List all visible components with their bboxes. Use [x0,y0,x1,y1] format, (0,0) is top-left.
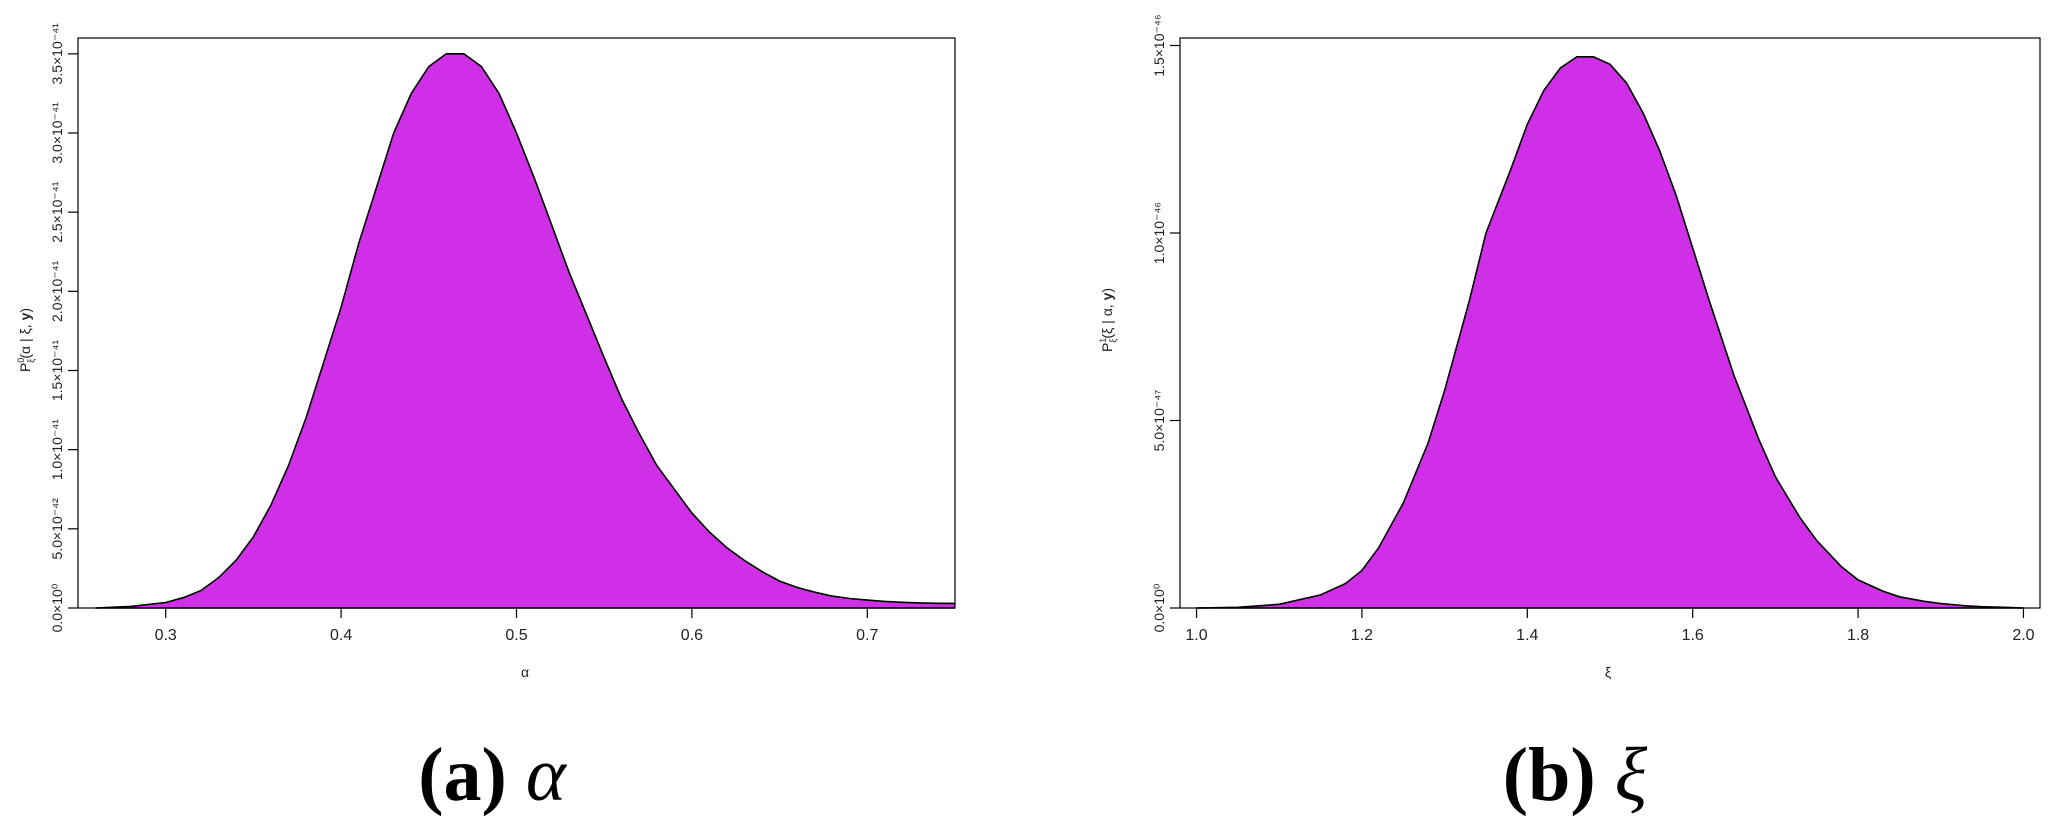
panel-a-ytick-label: 2.5×10⁻⁴¹ [49,181,65,243]
panel-a-xlabel: α [521,664,529,680]
panel-a-density-line [95,53,956,609]
panel-b-xtick-label: 2.0 [2012,627,2034,644]
panel-a-ytick-label: 1.5×10⁻⁴¹ [49,340,65,402]
panel-b-xlabel: ξ [1605,664,1611,680]
panel-a-ytick-label: 0.0×10⁰ [49,583,65,632]
panel-a-xtick-label: 0.6 [681,627,703,644]
panel-a-xtick-label: 0.3 [155,627,177,644]
panel-a-plot-area: 0.3 0.4 0.5 0.6 0.7 0.0×10⁰ 5.0×10⁻⁴² 1.0×10⁻⁴¹… [49,23,956,644]
panel-b-plot-area: 1.0 1.2 1.4 1.6 1.8 2.0 0.0×10⁰ 5.0×10⁻⁴⁷ 1.0×10… [1151,14,2041,644]
panel-a-ytick-label: 3.0×10⁻⁴¹ [49,102,65,164]
panel-a-ylabel: P0ξ(α | ξ, y) [16,308,36,372]
panel-b-chart: 1.0 1.2 1.4 1.6 1.8 2.0 0.0×10⁰ 5.0×10⁻⁴⁷ 1.0×10… [1098,14,2041,817]
panel-a-xtick-label: 0.5 [505,627,527,644]
panel-a-ytick-label: 5.0×10⁻⁴² [49,498,65,560]
panel-b-xtick-label: 1.2 [1351,627,1373,644]
panel-b-ytick-label: 1.5×10⁻⁴⁶ [1151,14,1167,76]
panel-b-ytick-label: 5.0×10⁻⁴⁷ [1151,390,1167,452]
panel-b-ylabel: P1ξ(ξ | α, y) [1098,288,1118,352]
panel-b-frame [1179,37,2041,609]
panel-b-xtick-label: 1.8 [1847,627,1869,644]
panel-a-density-area [95,53,955,609]
panel-a-ytick-label: 1.0×10⁻⁴¹ [49,419,65,481]
panel-a-ytick-label: 2.0×10⁻⁴¹ [49,260,65,322]
panel-b-xtick-label: 1.6 [1682,627,1704,644]
panel-b-ytick-label: 0.0×10⁰ [1151,583,1167,632]
panel-a-xtick-label: 0.7 [856,627,878,644]
panel-b-ytick-label: 1.0×10⁻⁴⁶ [1151,202,1167,264]
panel-a-ytick-label: 3.5×10⁻⁴¹ [49,23,65,85]
panel-a-chart: 0.3 0.4 0.5 0.6 0.7 0.0×10⁰ 5.0×10⁻⁴² 1.0×10⁻⁴¹… [16,23,956,817]
panel-b-caption: (b) ξ [1503,733,1648,817]
panel-a-caption: (a) α [418,733,568,817]
panel-b-xtick-label: 1.0 [1185,627,1207,644]
panel-a-xtick-label: 0.4 [330,627,352,644]
panel-b-density-area [1196,56,2024,609]
panel-b-density-line [1196,56,2024,609]
panel-b-xtick-label: 1.4 [1516,627,1538,644]
